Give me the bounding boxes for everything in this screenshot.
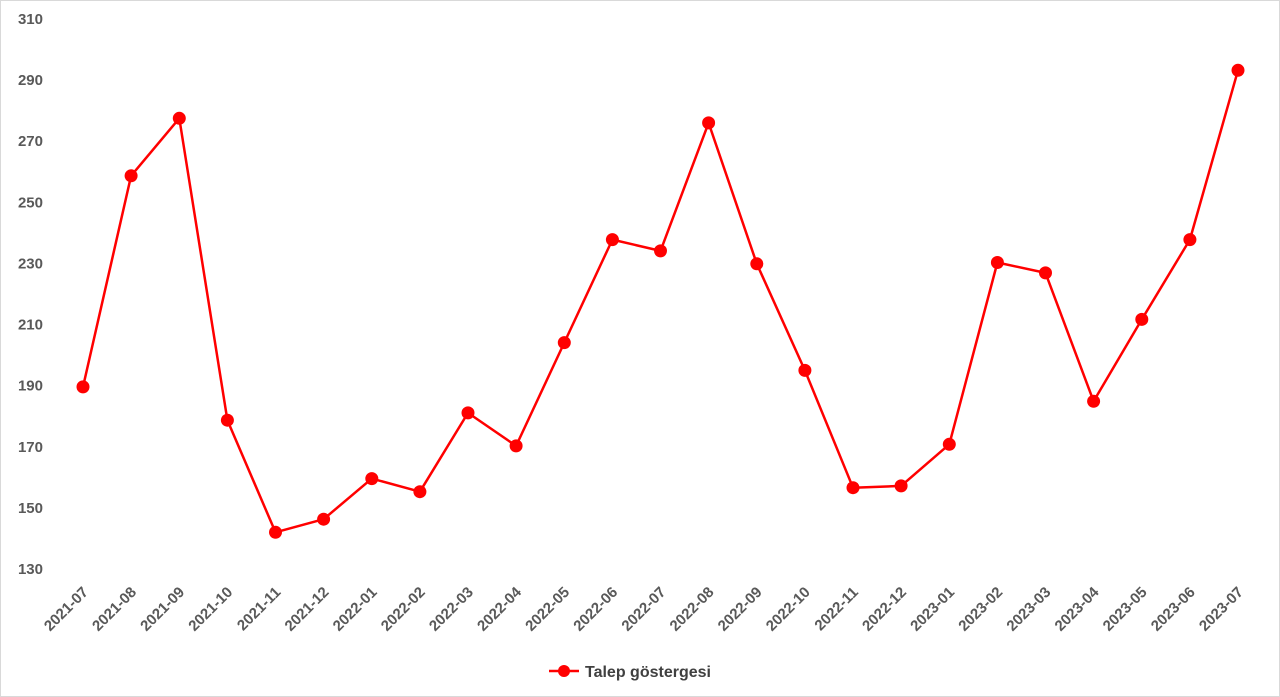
data-point <box>220 413 234 427</box>
series-talep <box>76 63 1245 539</box>
x-tick-label: 2023-05 <box>1100 584 1151 635</box>
x-tick-label: 2022-12 <box>859 584 910 635</box>
x-tick-label: 2022-09 <box>715 584 766 635</box>
x-tick-label: 2021-12 <box>281 584 332 635</box>
x-tick-label: 2022-06 <box>570 584 621 635</box>
x-tick-label: 2023-06 <box>1148 584 1199 635</box>
x-tick-label: 2023-01 <box>907 584 958 635</box>
data-point <box>605 233 619 247</box>
data-point <box>1183 233 1197 247</box>
x-tick-label: 2022-08 <box>666 584 717 635</box>
data-point <box>1135 312 1149 326</box>
x-tick-label: 2021-10 <box>185 584 236 635</box>
data-point <box>1231 63 1245 77</box>
data-point <box>990 256 1004 269</box>
x-tick-label: 2022-10 <box>763 584 814 635</box>
y-tick-label: 310 <box>18 11 43 28</box>
x-tick-label: 2022-01 <box>330 584 381 635</box>
x-tick-label: 2023-02 <box>955 584 1006 635</box>
data-point <box>702 116 716 130</box>
y-tick-label: 210 <box>18 317 43 334</box>
y-tick-label: 290 <box>18 72 43 89</box>
legend-marker <box>558 665 570 677</box>
data-point <box>461 406 475 420</box>
x-tick-label: 2023-04 <box>1051 583 1102 634</box>
y-tick-label: 170 <box>18 439 43 456</box>
x-tick-label: 2022-05 <box>522 584 573 635</box>
y-tick-label: 130 <box>18 561 43 578</box>
x-tick-label: 2022-02 <box>378 584 429 635</box>
data-point <box>365 472 379 486</box>
data-point <box>509 439 523 453</box>
x-tick-label: 2022-07 <box>618 584 669 635</box>
x-tick-label: 2023-03 <box>1003 584 1054 635</box>
data-point <box>557 336 571 350</box>
data-point <box>269 525 282 539</box>
x-tick-label: 2022-04 <box>474 583 525 634</box>
series-line <box>81 69 1240 534</box>
y-tick-label: 150 <box>18 500 43 517</box>
data-point <box>172 111 186 125</box>
data-point <box>413 485 427 499</box>
legend: Talep göstergesi <box>549 664 711 681</box>
y-tick-label: 250 <box>18 194 43 211</box>
data-point <box>76 380 90 394</box>
legend-label: Talep göstergesi <box>585 664 711 681</box>
data-point <box>654 244 667 258</box>
x-tick-label: 2021-11 <box>234 584 284 634</box>
data-point <box>942 437 956 451</box>
data-point <box>124 169 138 183</box>
data-point <box>1039 266 1052 280</box>
x-tick-label: 2023-07 <box>1196 584 1247 635</box>
x-axis: 2021-072021-082021-092021-102021-112021-… <box>41 583 1247 634</box>
x-tick-label: 2022-11 <box>811 584 861 634</box>
y-tick-label: 190 <box>18 378 43 395</box>
data-point <box>750 257 764 271</box>
data-point <box>798 363 812 377</box>
x-tick-label: 2021-07 <box>41 584 92 635</box>
data-point <box>1087 394 1101 408</box>
x-tick-label: 2021-08 <box>89 584 140 635</box>
y-axis: 130 150 170 190 210 230 250 270 290 310 <box>18 11 43 578</box>
x-tick-label: 2021-09 <box>137 584 188 635</box>
y-tick-label: 230 <box>18 255 43 272</box>
data-point <box>846 481 860 495</box>
x-tick-label: 2022-03 <box>426 584 477 635</box>
data-point <box>894 479 908 493</box>
data-point <box>317 512 331 526</box>
y-tick-label: 270 <box>18 133 43 150</box>
